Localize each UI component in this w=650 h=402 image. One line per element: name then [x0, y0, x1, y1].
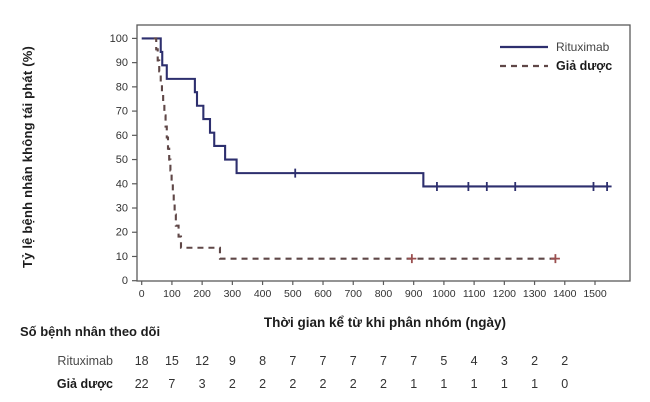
- censor-mark: [290, 168, 300, 178]
- y-tick-label: 20: [116, 227, 128, 239]
- x-tick-label: 1500: [583, 288, 607, 300]
- censor-mark: [482, 181, 492, 191]
- x-tick-label: 500: [284, 288, 302, 300]
- y-tick-label: 80: [116, 81, 128, 93]
- legend-label: Rituximab: [556, 40, 610, 54]
- x-tick-label: 800: [375, 288, 393, 300]
- x-tick-label: 600: [314, 288, 332, 300]
- censor-mark: [550, 254, 560, 264]
- x-tick-label: 1200: [493, 288, 517, 300]
- survival-curve-rituximab: [141, 37, 609, 188]
- legend-label: Giả dược: [556, 59, 612, 73]
- y-tick-label: 100: [110, 33, 128, 45]
- y-tick-label: 90: [116, 57, 128, 69]
- censor-mark: [602, 181, 612, 191]
- at-risk-heading: Số bệnh nhân theo dõi: [20, 324, 161, 339]
- y-tick-label: 30: [116, 203, 128, 215]
- y-tick-label: 70: [116, 106, 128, 118]
- y-tick-label: 60: [116, 130, 128, 142]
- x-tick-label: 400: [254, 288, 272, 300]
- censor-mark: [463, 181, 473, 191]
- x-tick-label: 1400: [553, 288, 577, 300]
- x-tick-label: 700: [344, 288, 362, 300]
- survival-curve-placebo: [153, 37, 556, 260]
- y-tick-label: 50: [116, 154, 128, 166]
- x-tick-label: 900: [405, 288, 423, 300]
- x-tick-label: 1100: [463, 288, 486, 300]
- censor-mark: [510, 181, 520, 191]
- y-tick-label: 10: [116, 251, 128, 263]
- censor-mark: [588, 181, 598, 191]
- censor-mark: [432, 181, 442, 191]
- x-tick-label: 1000: [432, 288, 456, 300]
- x-axis-label: Thời gian kể từ khi phân nhóm (ngày): [263, 315, 507, 330]
- y-tick-label: 0: [122, 275, 128, 287]
- x-tick-label: 200: [193, 288, 211, 300]
- x-tick-label: 1300: [523, 288, 547, 300]
- x-tick-label: 300: [224, 288, 242, 300]
- y-tick-label: 40: [116, 178, 128, 190]
- x-tick-label: 0: [139, 288, 145, 300]
- x-tick-label: 100: [163, 288, 181, 300]
- y-axis-label: Tỷ lệ bệnh nhân không tái phát (%): [20, 45, 35, 269]
- censor-mark: [407, 254, 417, 264]
